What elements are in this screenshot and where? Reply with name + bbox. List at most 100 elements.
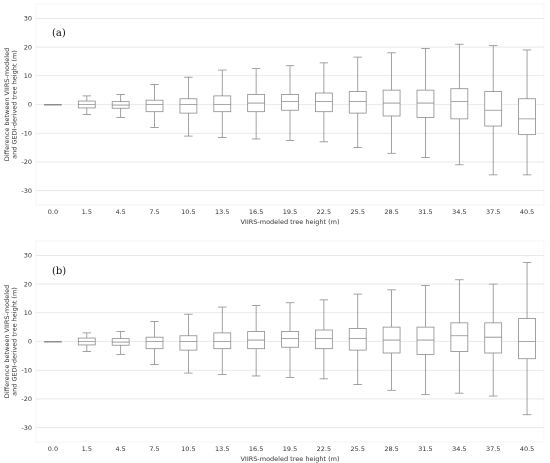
y-axis-title-line: and GEDI-derived tree height (m) [11, 50, 19, 159]
box-plot-0.0 [44, 341, 62, 343]
x-tick-label: 25.5 [350, 445, 364, 453]
x-tick-label: 28.5 [384, 445, 398, 453]
x-tick-label: 0.0 [48, 208, 58, 216]
box-plot-40.5 [518, 262, 536, 416]
y-tick-label: 0 [28, 101, 32, 109]
iqr-box [281, 94, 299, 111]
y-tick-label: 20 [24, 43, 32, 51]
x-tick-label: 40.5 [520, 445, 534, 453]
x-tick-label: 0.0 [48, 445, 58, 453]
box-plot-16.5 [247, 305, 266, 377]
box-plot-31.5 [416, 48, 435, 159]
y-tick-label: 30 [24, 15, 32, 23]
iqr-box [450, 322, 469, 352]
x-tick-label: 13.5 [215, 445, 229, 453]
iqr-box [213, 332, 232, 350]
x-tick-label: 1.5 [82, 445, 92, 453]
box-plot-25.5 [348, 293, 367, 385]
iqr-box [179, 335, 198, 351]
box-plot-13.5 [213, 69, 232, 138]
iqr-box [348, 91, 367, 114]
box-plot-37.5 [484, 283, 503, 397]
box-plot-22.5 [314, 299, 333, 380]
iqr-box [179, 98, 198, 114]
x-tick-label: 7.5 [149, 208, 159, 216]
y-tick-label: -10 [21, 366, 32, 374]
x-tick-label: 7.5 [149, 445, 159, 453]
box-plot-19.5 [281, 302, 299, 378]
box-plot-28.5 [382, 52, 401, 154]
y-tick-label: -10 [21, 129, 32, 137]
x-tick-label: 25.5 [350, 208, 364, 216]
y-axis-title-line: Difference between VIIRS-modeled [3, 48, 11, 161]
box-plot-31.5 [416, 285, 435, 396]
box-plot-13.5 [213, 306, 232, 375]
x-tick-label: 4.5 [115, 445, 125, 453]
x-tick-label: 31.5 [418, 208, 432, 216]
y-axis-title: Difference between VIIRS-modeledand GEDI… [3, 48, 19, 161]
iqr-box [348, 328, 367, 351]
iqr-box [450, 88, 469, 120]
x-tick-label: 28.5 [384, 208, 398, 216]
x-axis-title: VIIRS-modeled tree height (m) [240, 455, 339, 463]
box-plot-4.5 [111, 331, 130, 355]
iqr-box [416, 326, 435, 355]
iqr-box [518, 318, 536, 360]
x-axis-title: VIIRS-modeled tree height (m) [240, 218, 339, 226]
x-tick-label: 37.5 [486, 445, 500, 453]
x-tick-label: 4.5 [115, 208, 125, 216]
box-plot-25.5 [348, 56, 367, 148]
box-plot-19.5 [281, 65, 299, 141]
iqr-box [518, 98, 536, 136]
chart-panel-a: -30 -20 -10 0 10 20 30 0.0 1.5 4.5 7.5 10.5 13.5 16.5… [3, 3, 545, 226]
box-plot-37.5 [484, 45, 503, 176]
box-plot-7.5 [145, 320, 164, 365]
x-tick-label: 37.5 [486, 208, 500, 216]
x-tick-label: 31.5 [418, 445, 432, 453]
y-axis-title-line: Difference between VIIRS-modeled [3, 285, 11, 398]
y-tick-label: -20 [21, 395, 32, 403]
box-plot-7.5 [145, 84, 164, 128]
x-tick-label: 10.5 [181, 208, 195, 216]
y-tick-label: 10 [24, 72, 32, 80]
y-tick-label: -30 [21, 424, 32, 432]
x-tick-label: 22.5 [317, 445, 331, 453]
box-plot-10.5 [179, 76, 198, 137]
y-tick-label: 10 [24, 309, 32, 317]
box-plot-4.5 [111, 94, 130, 118]
iqr-box [484, 91, 503, 127]
box-plot-16.5 [247, 68, 266, 140]
iqr-box [416, 89, 435, 118]
x-tick-label: 34.5 [452, 445, 466, 453]
x-tick-label: 22.5 [317, 208, 331, 216]
box-plot-40.5 [518, 49, 536, 176]
x-tick-label: 19.5 [283, 208, 297, 216]
box-plot-34.5 [450, 279, 469, 394]
panel-label: (a) [52, 28, 66, 39]
y-tick-label: 20 [24, 280, 32, 288]
box-plot-1.5 [77, 332, 96, 352]
iqr-box [145, 99, 164, 113]
iqr-box [314, 92, 333, 113]
y-tick-label: -30 [21, 187, 32, 195]
x-tick-label: 34.5 [452, 208, 466, 216]
box-plot-0.0 [44, 104, 62, 106]
x-tick-label: 1.5 [82, 208, 92, 216]
box-plot-22.5 [314, 62, 333, 143]
iqr-box [213, 95, 232, 113]
box-plot-28.5 [382, 289, 401, 391]
x-tick-label: 10.5 [181, 445, 195, 453]
x-tick-label: 16.5 [249, 208, 263, 216]
iqr-box [484, 322, 503, 354]
iqr-box [314, 329, 333, 350]
x-tick-label: 40.5 [520, 208, 534, 216]
panel-label: (b) [52, 266, 66, 277]
box-plot-34.5 [450, 43, 469, 166]
x-tick-label: 16.5 [249, 445, 263, 453]
iqr-box [145, 336, 164, 350]
box-plot-1.5 [77, 95, 96, 115]
y-axis-title-line: and GEDI-derived tree height (m) [11, 287, 19, 396]
chart-panel-b: -30 -20 -10 0 10 20 30 0.0 1.5 4.5 7.5 10.5 13.5 16.5… [3, 240, 545, 463]
y-tick-label: 30 [24, 252, 32, 260]
